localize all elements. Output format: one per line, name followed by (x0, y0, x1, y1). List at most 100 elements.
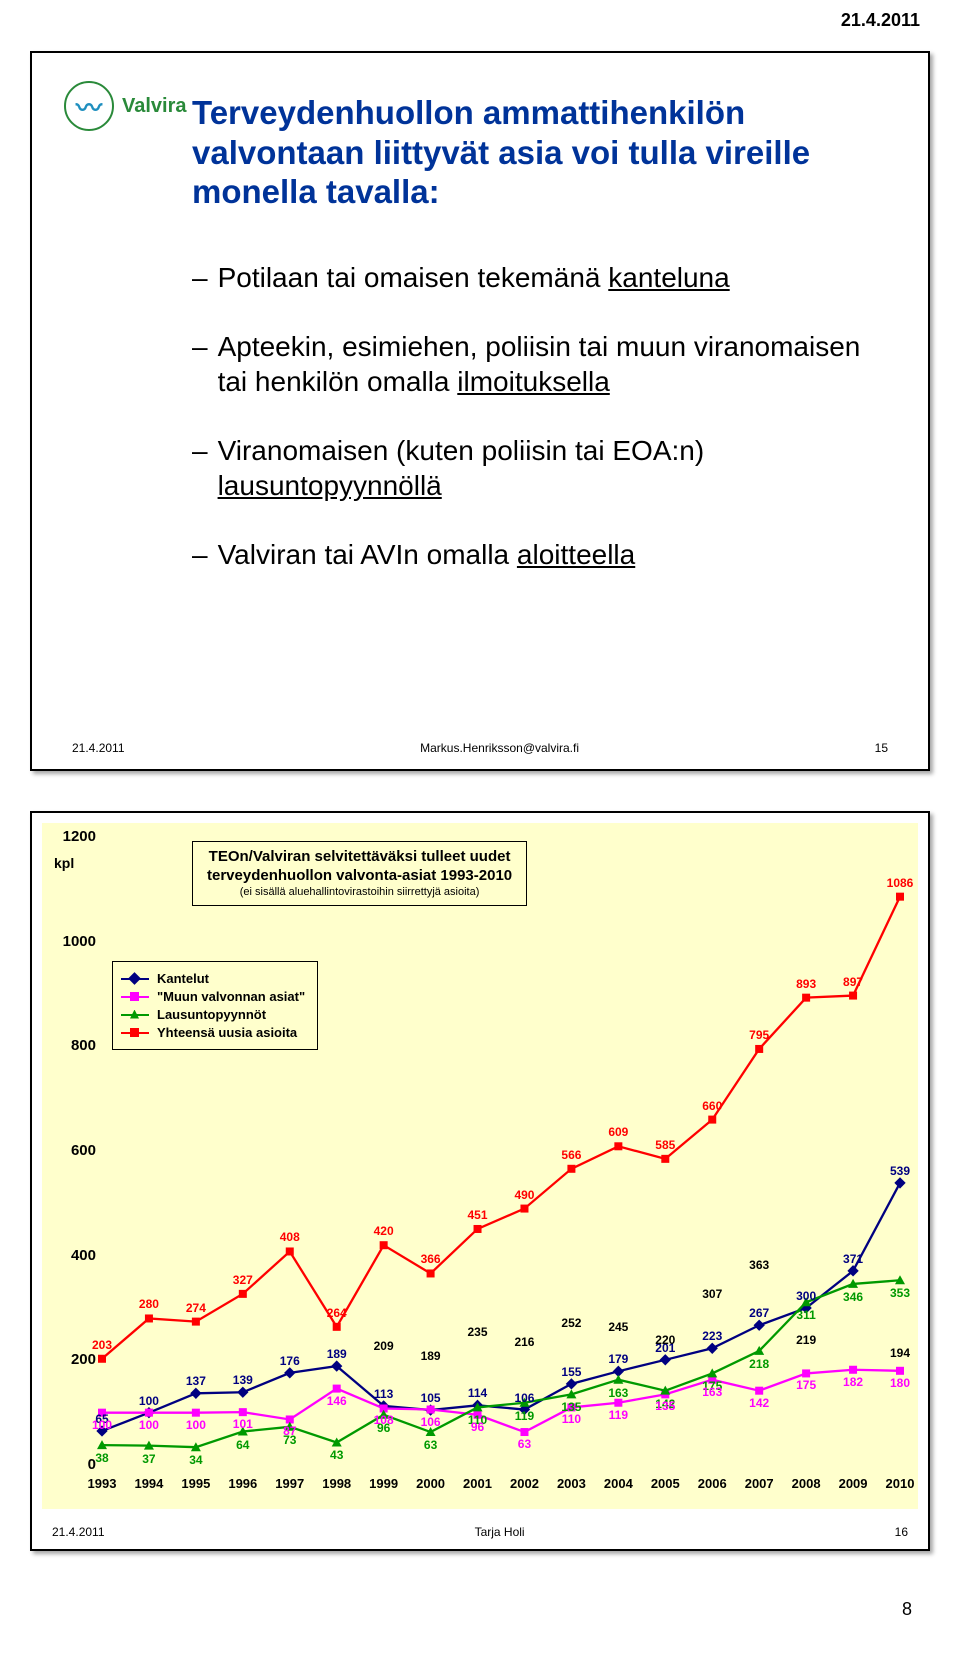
legend-item: Kantelut (121, 971, 305, 986)
data-label: 189 (421, 1349, 441, 1363)
legend-item: "Muun valvonnan asiat" (121, 989, 305, 1004)
data-label: 100 (186, 1418, 206, 1432)
data-label: 307 (702, 1287, 722, 1301)
data-label: 175 (796, 1378, 816, 1392)
data-label: 366 (421, 1252, 441, 1266)
data-label: 113 (374, 1387, 393, 1401)
slide1-title: Terveydenhuollon ammattihenkilön valvont… (192, 93, 888, 212)
data-label: 353 (890, 1286, 910, 1300)
x-tick: 2007 (745, 1476, 774, 1491)
chart-title-box: TEOn/Valviran selvitettäväksi tulleet uu… (192, 841, 527, 906)
x-tick: 1999 (369, 1476, 398, 1491)
data-label: 346 (843, 1290, 863, 1304)
data-label: 108 (374, 1413, 394, 1427)
legend-item: Lausuntopyynnöt (121, 1007, 305, 1022)
y-tick: 200 (54, 1351, 96, 1368)
chart-title-l1: TEOn/Valviran selvitettäväksi tulleet uu… (207, 848, 512, 867)
data-label: 38 (95, 1451, 108, 1465)
x-tick: 2001 (463, 1476, 492, 1491)
data-label: 100 (92, 1418, 112, 1432)
data-label: 87 (283, 1424, 296, 1438)
data-label: 155 (561, 1365, 581, 1379)
data-label: 189 (327, 1347, 347, 1361)
x-tick: 1997 (275, 1476, 304, 1491)
y-tick: 800 (54, 1037, 96, 1054)
y-tick: 1000 (54, 933, 96, 950)
data-label: 539 (890, 1164, 910, 1178)
data-label: 194 (890, 1346, 910, 1360)
data-label: 146 (327, 1394, 347, 1408)
slide2-footer: 21.4.2011 Tarja Holi 16 (52, 1525, 908, 1539)
data-label: 1086 (887, 876, 914, 890)
y-tick: 400 (54, 1247, 96, 1264)
data-label: 897 (843, 975, 863, 989)
legend-item: Yhteensä uusia asioita (121, 1025, 305, 1040)
kpl-label: kpl (54, 855, 74, 871)
data-label: 245 (608, 1320, 628, 1334)
bullet: –Potilaan tai omaisen tekemänä kanteluna (192, 260, 868, 295)
data-label: 220 (655, 1333, 675, 1347)
data-label: 119 (515, 1409, 534, 1423)
slide1-footer: 21.4.2011 Markus.Henriksson@valvira.fi 1… (72, 741, 888, 755)
data-label: 43 (330, 1448, 343, 1462)
y-tick: 600 (54, 1142, 96, 1159)
logo-icon: 〰 (64, 81, 114, 131)
x-tick: 1998 (322, 1476, 351, 1491)
data-label: 37 (142, 1452, 155, 1466)
data-label: 105 (421, 1391, 441, 1405)
y-tick: 1200 (54, 828, 96, 845)
data-label: 137 (186, 1374, 206, 1388)
x-tick: 2002 (510, 1476, 539, 1491)
data-label: 216 (514, 1335, 534, 1349)
x-tick: 1996 (228, 1476, 257, 1491)
page-bottom-number: 8 (0, 1591, 960, 1632)
bullet: –Apteekin, esimiehen, poliisin tai muun … (192, 329, 868, 399)
x-tick: 2000 (416, 1476, 445, 1491)
slide2-footer-date: 21.4.2011 (52, 1525, 105, 1539)
slide1-footer-page: 15 (875, 741, 888, 755)
data-label: 101 (233, 1417, 253, 1431)
data-label: 223 (702, 1329, 722, 1343)
data-label: 300 (796, 1289, 816, 1303)
x-tick: 2008 (792, 1476, 821, 1491)
data-label: 63 (424, 1438, 437, 1452)
x-tick: 1993 (88, 1476, 117, 1491)
data-label: 110 (562, 1412, 581, 1426)
data-label: 180 (890, 1376, 910, 1390)
data-label: 182 (843, 1375, 863, 1389)
data-label: 163 (702, 1385, 722, 1399)
slide-1: 〰 Valvira Terveydenhuollon ammattihenkil… (30, 51, 930, 771)
data-label: 264 (327, 1306, 347, 1320)
data-label: 451 (468, 1208, 488, 1222)
chart-svg (102, 837, 900, 1465)
x-tick: 2010 (886, 1476, 915, 1491)
slide2-footer-author: Tarja Holi (475, 1525, 525, 1539)
data-label: 63 (518, 1437, 531, 1451)
data-label: 96 (471, 1420, 484, 1434)
page-header-date: 21.4.2011 (0, 0, 960, 31)
data-label: 327 (233, 1273, 253, 1287)
x-tick: 2003 (557, 1476, 586, 1491)
x-tick: 2009 (839, 1476, 868, 1491)
logo-text: Valvira (122, 95, 187, 118)
data-label: 795 (749, 1028, 769, 1042)
data-label: 267 (749, 1306, 769, 1320)
bullet: –Valviran tai AVIn omalla aloitteella (192, 537, 868, 572)
data-label: 106 (514, 1391, 534, 1405)
data-label: 218 (749, 1357, 769, 1371)
data-label: 119 (609, 1408, 628, 1422)
slide-2: kpl TEOn/Valviran selvitettäväksi tullee… (30, 811, 930, 1551)
slide1-bullets: –Potilaan tai omaisen tekemänä kanteluna… (192, 260, 868, 572)
data-label: 163 (608, 1386, 628, 1400)
data-label: 280 (139, 1297, 159, 1311)
data-label: 64 (236, 1438, 249, 1452)
data-label: 100 (139, 1418, 159, 1432)
data-label: 142 (749, 1396, 769, 1410)
data-label: 219 (796, 1333, 816, 1347)
x-tick: 1994 (134, 1476, 163, 1491)
data-label: 209 (374, 1339, 394, 1353)
data-label: 203 (92, 1338, 112, 1352)
y-tick: 0 (54, 1456, 96, 1473)
data-label: 311 (796, 1308, 815, 1322)
slide1-footer-date: 21.4.2011 (72, 741, 125, 755)
